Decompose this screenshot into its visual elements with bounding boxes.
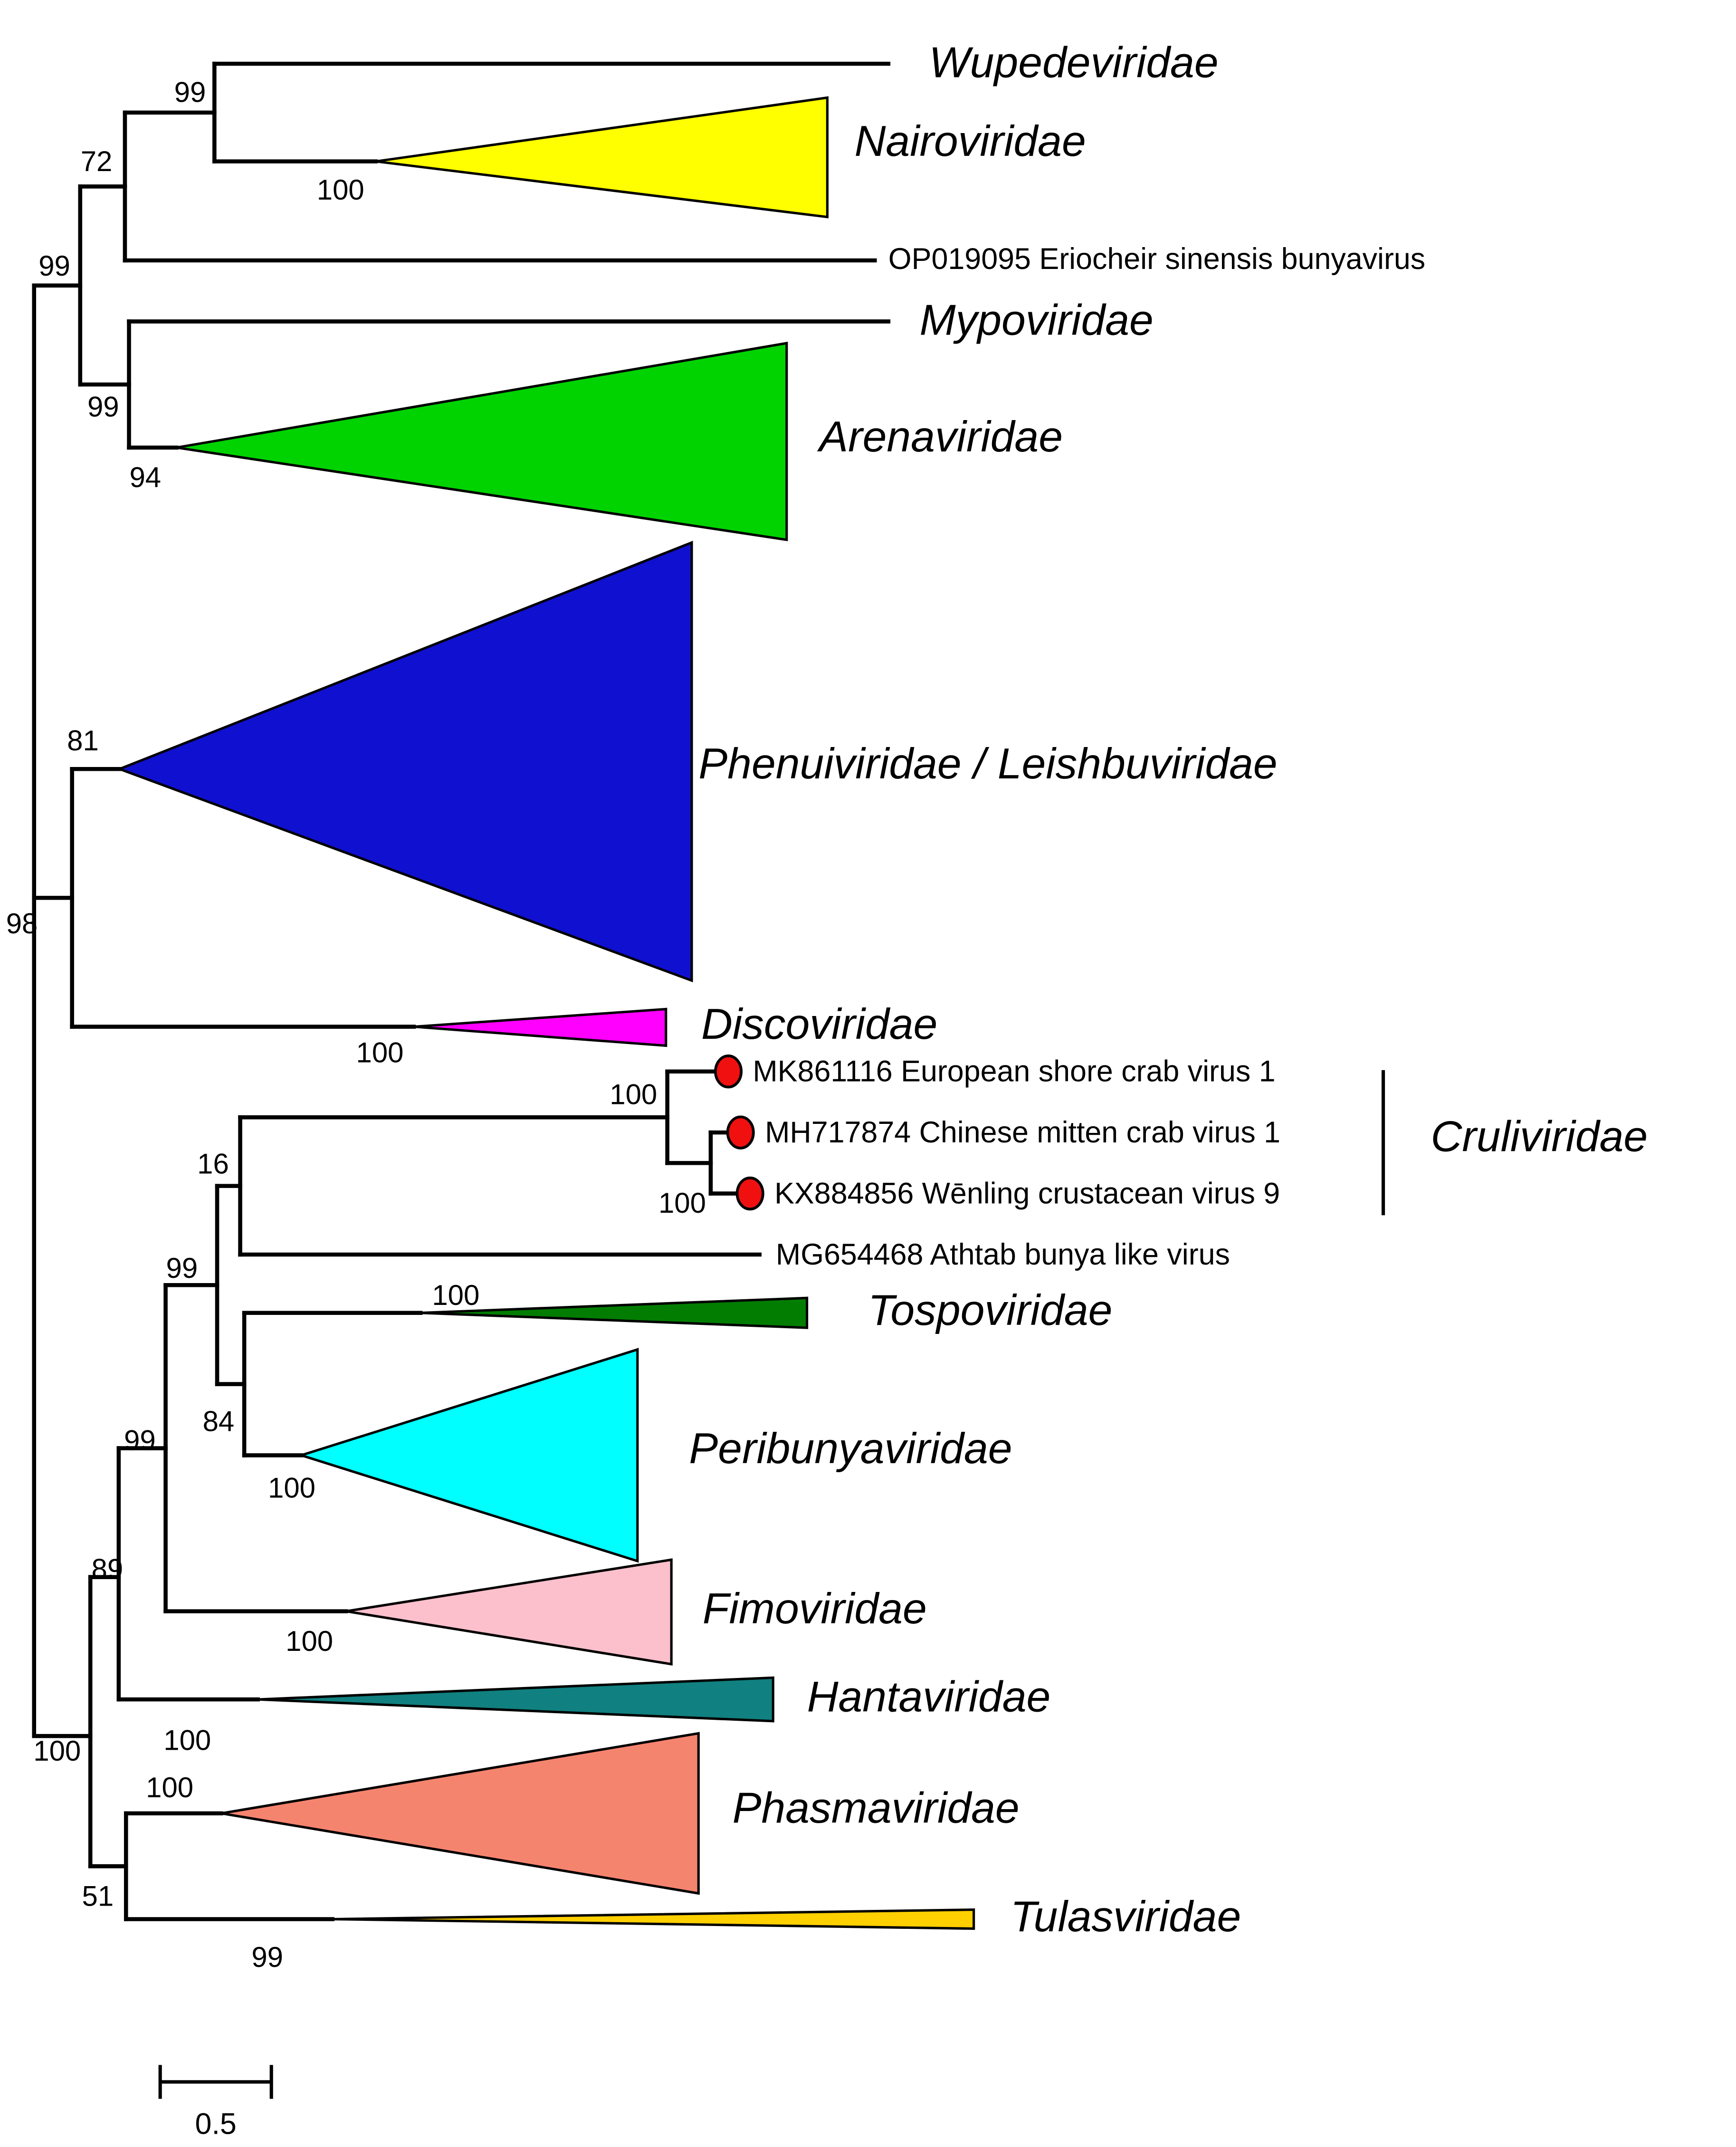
tip-label: Mypoviridae [919,296,1153,345]
bootstrap-value: 100 [146,1772,193,1803]
bootstrap-value: 100 [432,1279,479,1311]
clade-label: Phenuiviridae / Leishbuviridae [698,739,1277,788]
clade-label: Phasmaviridae [733,1783,1020,1832]
tip-label: MH717874 Chinese mitten crab virus 1 [765,1116,1280,1149]
clade-triangle-fimoviridae [345,1558,673,1666]
branch-lines [32,61,891,1921]
bootstrap-value: 84 [203,1406,235,1438]
clade-label: Peribunyaviridae [689,1424,1012,1473]
crustacean-virus-marker-dot [726,1115,755,1150]
clade-triangle-hantaviridae [258,1676,774,1723]
bootstrap-value: 99 [174,77,206,108]
bootstrap-value: 100 [610,1079,657,1111]
bootstrap-value: 81 [67,725,99,757]
bootstrap-value: 100 [356,1036,404,1068]
bootstrap-value: 100 [163,1724,211,1756]
bootstrap-value: 51 [82,1880,114,1912]
clade-triangle-nairoviridae [375,96,829,219]
bracket-label: Cruliviridae [1431,1112,1648,1161]
cruliviridae-bracket: Cruliviridae [1381,1070,1648,1216]
clade-label: Tospoviridae [868,1286,1112,1334]
bootstrap-value: 100 [317,174,364,206]
bootstrap-value: 99 [38,250,70,282]
bootstrap-value: 99 [87,391,119,423]
crustacean-virus-marker-dot [714,1054,743,1089]
bootstrap-value: 99 [166,1252,198,1284]
bootstrap-value: 98 [6,908,38,939]
clade-triangle-peribunyaviridae [297,1348,639,1563]
tip-labels: Wupedeviridae OP019095 Eriocheir sinensis… [714,38,1425,1271]
clade-triangle-phenuiviridae-leishbuviridae [116,540,693,983]
bootstrap-value: 100 [286,1625,333,1657]
clade-triangle-phasmaviridae [221,1732,700,1895]
crustacean-virus-marker-dot [735,1176,764,1211]
bootstrap-value: 100 [268,1472,315,1504]
clade-label: Discoviridae [701,1000,937,1048]
scale-bar-value: 0.5 [195,2107,237,2140]
clade-triangle-discoviridae [413,1007,668,1047]
clade-label: Arenaviridae [817,412,1063,461]
tip-label: Wupedeviridae [929,38,1218,86]
clade-triangle-tospoviridae [420,1296,809,1329]
scale-bar: 0.5 [158,2065,273,2140]
bootstrap-value: 16 [197,1148,229,1179]
clade-triangle-tulasviridae [332,1908,975,1930]
bootstrap-value: 100 [658,1187,706,1219]
collapsed-clade-triangles: Nairoviridae Arenaviridae Phenuiviridae / … [116,96,1278,1941]
clade-label: Hantaviridae [807,1672,1051,1721]
bootstrap-value: 89 [92,1553,124,1585]
tip-label: MG654468 Athtab bunya like virus [776,1238,1230,1271]
bootstrap-value: 72 [81,145,113,177]
bootstrap-value: 100 [33,1735,81,1767]
clade-label: Nairoviridae [854,117,1086,165]
tip-label: OP019095 Eriocheir sinensis bunyavirus [888,242,1425,276]
clade-triangle-arenaviridae [176,342,788,541]
tip-label: KX884856 Wēnling crustacean virus 9 [774,1177,1280,1210]
clade-label: Fimoviridae [703,1584,927,1633]
bootstrap-values: 99 100 72 99 99 94 81 98 100 100 16 100 99 100 84 99 100… [6,77,706,1973]
tip-label: MK861116 European shore crab virus 1 [753,1055,1275,1088]
bootstrap-value: 94 [129,461,161,493]
bootstrap-value: 99 [124,1425,156,1457]
bootstrap-value: 99 [251,1941,283,1973]
clade-label: Tulasviridae [1011,1892,1241,1941]
